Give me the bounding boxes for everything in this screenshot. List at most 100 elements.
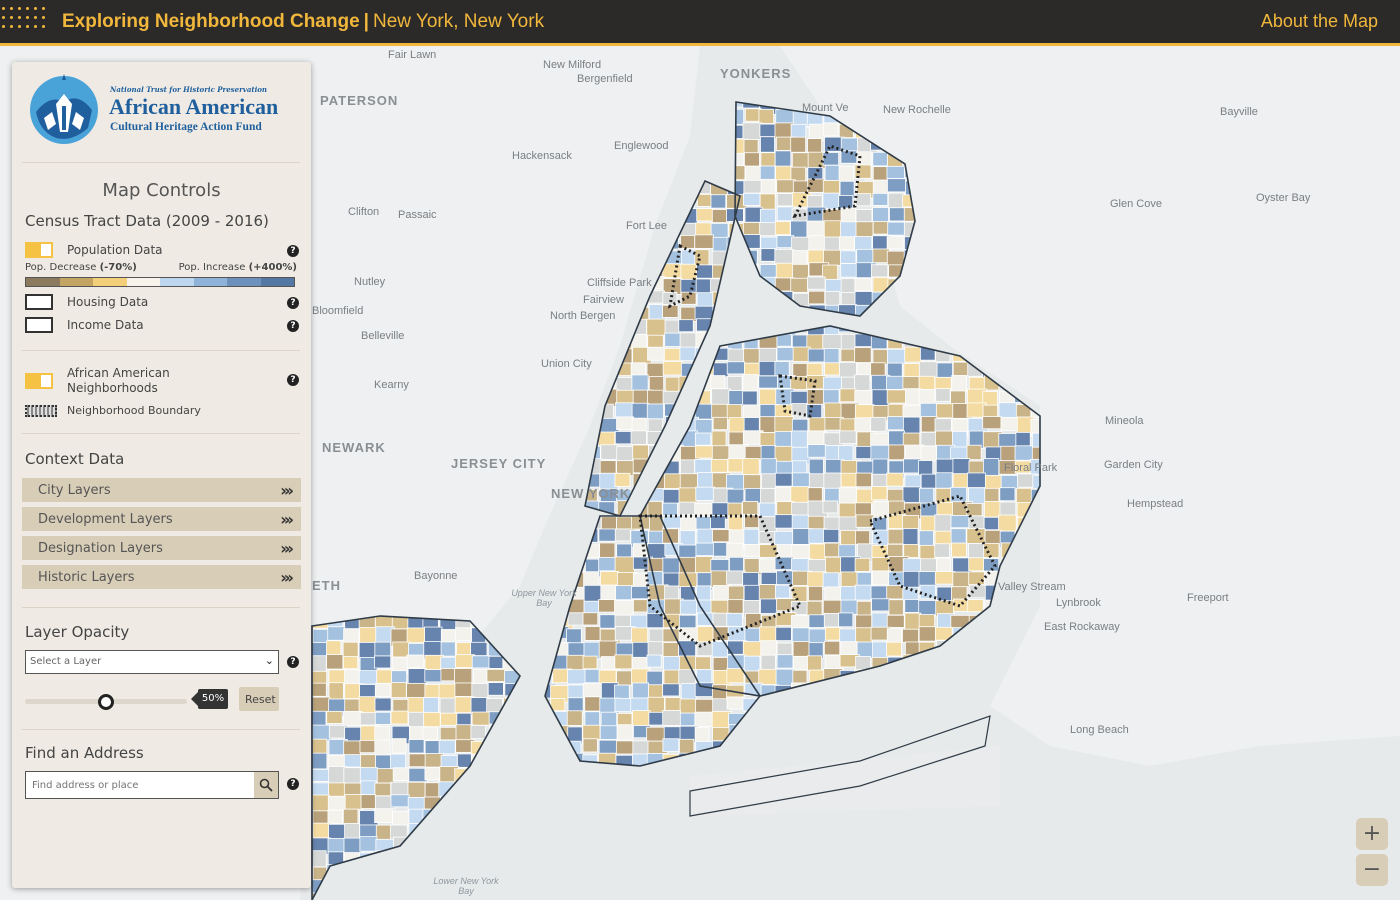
zoom-controls: + − (1356, 818, 1388, 886)
increase-label: Pop. Increase (178, 262, 246, 273)
layer-select[interactable]: Select a Layer ⌄ (25, 650, 279, 674)
city-layers-button[interactable]: City Layers ››› (22, 478, 301, 502)
double-chevron-right-icon: ››› (280, 510, 294, 529)
map-label: Mount Ve (802, 102, 849, 114)
aa-neighborhoods-toggle-switch[interactable] (25, 373, 53, 389)
map-label: Bloomfield (312, 305, 364, 317)
population-gradient-bar (25, 277, 295, 287)
zoom-out-button[interactable]: − (1356, 854, 1388, 886)
development-layers-button[interactable]: Development Layers ››› (22, 507, 301, 531)
map-label: Glen Cove (1110, 198, 1162, 210)
map-label: Mineola (1105, 415, 1144, 427)
gradient-step (160, 278, 194, 286)
map-canvas[interactable]: Fair Lawn New Milford Bergenfield YONKER… (0, 46, 1400, 900)
address-help-icon[interactable]: ? (287, 778, 299, 790)
population-help-icon[interactable]: ? (287, 245, 299, 257)
address-search (25, 771, 279, 799)
population-toggle[interactable]: Population Data (25, 242, 163, 258)
map-label: ETH (312, 578, 341, 593)
title-location: New York, New York (372, 10, 545, 32)
map-label: Nutley (354, 276, 386, 288)
layer-select-value: Select a Layer (30, 656, 102, 667)
map-label: PATERSON (320, 93, 399, 108)
map-label: Clifton (348, 206, 380, 218)
map-label: Lynbrook (1056, 597, 1101, 609)
map-label: Long Beach (1070, 724, 1129, 736)
map-label: NEW YORK (551, 486, 631, 501)
context-heading: Context Data (25, 450, 125, 468)
map-label: JERSEY CITY (451, 456, 547, 471)
housing-help-icon[interactable]: ? (287, 297, 299, 309)
boundary-label: Neighborhood Boundary (67, 404, 201, 417)
map-label: Fairview (583, 294, 624, 306)
double-chevron-right-icon: ››› (280, 481, 294, 500)
about-map-link[interactable]: About the Map (1260, 11, 1378, 31)
population-label: Population Data (67, 243, 163, 257)
map-label: New Milford (543, 59, 602, 71)
housing-toggle[interactable]: Housing Data (25, 294, 148, 310)
chevron-down-icon: ⌄ (264, 654, 274, 667)
map-label: Bayville (1220, 106, 1258, 118)
address-heading: Find an Address (25, 744, 144, 762)
slider-handle[interactable] (98, 694, 114, 710)
income-toggle[interactable]: Income Data (25, 317, 144, 333)
gradient-step (93, 278, 127, 286)
map-label: Passaic (398, 209, 437, 221)
map-label: Englewood (614, 140, 669, 152)
map-label: Hackensack (512, 150, 572, 162)
zoom-in-button[interactable]: + (1356, 818, 1388, 850)
designation-layers-button[interactable]: Designation Layers ››› (22, 536, 301, 560)
decrease-label: Pop. Decrease (25, 262, 97, 273)
reset-opacity-button[interactable]: Reset (239, 687, 279, 711)
map-label: Oyster Bay (1256, 192, 1311, 204)
panel-title: Map Controls (102, 180, 221, 201)
address-search-button[interactable] (254, 772, 278, 798)
divider (22, 729, 300, 730)
dots-grid-icon (0, 6, 50, 37)
gradient-step (126, 278, 160, 286)
gradient-step (227, 278, 261, 286)
opacity-heading: Layer Opacity (25, 623, 130, 641)
historic-layers-label: Historic Layers (38, 569, 135, 585)
map-label: Bayonne (414, 570, 458, 582)
boundary-swatch (25, 404, 57, 417)
income-help-icon[interactable]: ? (287, 320, 299, 332)
map-label: Floral Park (1004, 462, 1058, 474)
map-label: Belleville (361, 330, 405, 342)
top-bar: Exploring Neighborhood Change | New York, … (0, 0, 1400, 46)
logo-org-small: National Trust for Historic Preservation (110, 85, 268, 94)
title-separator: | (363, 10, 369, 32)
title-main: Exploring Neighborhood Change (62, 10, 360, 32)
historic-layers-button[interactable]: Historic Layers ››› (22, 565, 301, 589)
map-label: YONKERS (720, 66, 792, 81)
map-label: Cliffside Park (587, 277, 652, 289)
designation-layers-label: Designation Layers (38, 540, 163, 556)
income-toggle-switch[interactable] (25, 317, 53, 333)
income-label: Income Data (67, 318, 144, 332)
map-label: Fort Lee (626, 220, 667, 232)
globe-icon (30, 74, 98, 144)
map-label: NEWARK (322, 440, 386, 455)
gradient-step (59, 278, 93, 286)
census-heading: Census Tract Data (2009 - 2016) (25, 212, 269, 230)
development-layers-label: Development Layers (38, 511, 173, 527)
housing-toggle-switch[interactable] (25, 294, 53, 310)
aa-neighborhoods-toggle[interactable]: African American Neighborhoods (25, 366, 197, 396)
opacity-help-icon[interactable]: ? (287, 656, 299, 668)
map-label: Hempstead (1127, 498, 1184, 510)
map-label: Union City (541, 358, 592, 370)
organization-logo: National Trust for Historic Preservation… (26, 72, 296, 152)
housing-label: Housing Data (67, 295, 149, 309)
population-toggle-switch[interactable] (25, 242, 53, 258)
map-label: Upper New York Bay (511, 588, 577, 608)
gradient-step (260, 278, 294, 286)
aa-neighborhoods-help-icon[interactable]: ? (287, 374, 299, 386)
divider (22, 607, 300, 608)
population-gradient-labels: Pop. Decrease (-70%) Pop. Increase (+400… (25, 262, 297, 273)
address-search-input[interactable] (26, 772, 254, 798)
map-label: Bergenfield (577, 73, 633, 85)
gradient-step (26, 278, 60, 286)
opacity-slider[interactable] (25, 691, 187, 711)
gradient-step (193, 278, 227, 286)
map-label: New Rochelle (883, 104, 951, 116)
